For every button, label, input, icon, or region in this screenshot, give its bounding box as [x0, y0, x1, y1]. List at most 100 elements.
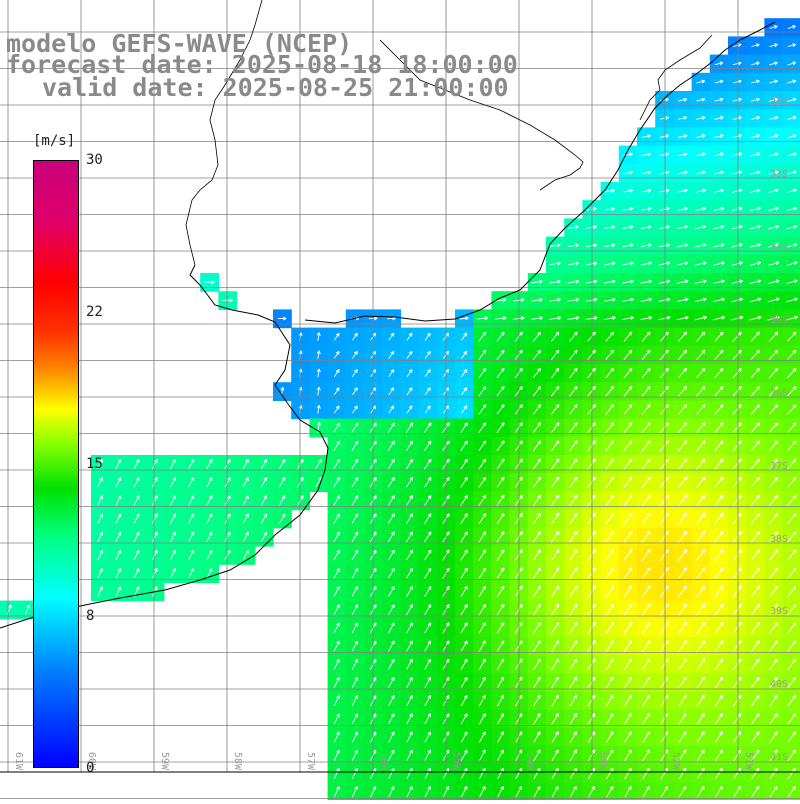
wind-arrow: [678, 731, 687, 743]
wind-arrow: [460, 495, 468, 506]
wind-arrow: [406, 713, 413, 725]
wind-arrow: [787, 494, 797, 506]
wind-arrow: [550, 476, 560, 488]
wind-arrow: [478, 494, 487, 506]
wind-arrow: [532, 349, 542, 360]
wind-arrow: [317, 421, 321, 434]
wind-arrow: [532, 549, 542, 561]
wind-arrow: [696, 367, 706, 379]
wind-arrow: [787, 43, 796, 48]
wind-arrow: [569, 567, 578, 580]
wind-arrow: [406, 531, 414, 543]
wind-arrow: [605, 422, 615, 434]
wind-arrow: [388, 350, 395, 359]
wind-arrow: [696, 585, 706, 598]
wind-arrow: [678, 767, 687, 780]
wind-arrow: [785, 279, 798, 285]
wind-arrow: [731, 243, 743, 248]
wind-arrow: [750, 621, 760, 634]
model-title: modelo GEFS-WAVE (NCEP): [6, 29, 353, 58]
wind-arrow: [677, 512, 688, 525]
wind-cell: [782, 782, 800, 802]
wind-arrow: [586, 225, 597, 230]
wind-arrow: [461, 332, 468, 341]
wind-arrow: [151, 513, 158, 524]
wind-arrow: [605, 640, 614, 653]
wind-arrow: [497, 767, 504, 780]
wind-arrow: [769, 622, 779, 634]
wind-arrow: [533, 694, 541, 707]
wind-arrow: [133, 586, 140, 597]
wind-arrow: [768, 567, 779, 579]
wind-arrow: [603, 297, 616, 302]
wind-arrow: [659, 349, 669, 360]
wind-arrow: [622, 225, 634, 230]
wind-arrow: [750, 404, 760, 415]
wind-arrow: [730, 315, 744, 321]
wind-arrow: [750, 386, 760, 397]
wind-arrow: [352, 387, 358, 396]
wind-arrow: [605, 512, 615, 525]
wind-arrow: [641, 440, 651, 452]
wind-arrows: [6, 25, 799, 798]
wind-arrow: [676, 279, 689, 284]
wind-arrow: [424, 387, 431, 396]
wind-arrow: [677, 494, 688, 507]
wind-arrow: [424, 767, 431, 780]
wind-arrow: [622, 243, 634, 248]
wind-arrow: [587, 440, 596, 452]
wind-arrow: [406, 767, 413, 780]
wind-arrow: [605, 530, 615, 543]
wind-arrow: [549, 243, 561, 248]
wind-arrow: [170, 568, 176, 579]
wind-arrow: [659, 440, 669, 452]
wind-arrow: [333, 640, 340, 652]
wind-arrow: [604, 225, 616, 230]
wind-arrow: [206, 458, 213, 470]
wind-arrow: [641, 458, 651, 470]
wind-arrow: [768, 206, 779, 212]
wind-arrow: [550, 422, 560, 434]
longitude-label: 52W: [670, 752, 681, 771]
wind-arrow: [567, 243, 579, 248]
wind-arrow: [333, 332, 340, 341]
wind-arrow: [496, 331, 505, 342]
wind-arrow: [714, 549, 724, 561]
wind-arrow: [714, 404, 724, 415]
wind-arrow: [260, 477, 268, 488]
wind-arrow: [659, 494, 669, 507]
wind-arrow: [751, 749, 760, 761]
wind-arrow: [750, 367, 760, 379]
wind-arrow: [333, 658, 340, 670]
wind-arrow: [768, 404, 779, 415]
wind-arrow: [550, 440, 560, 452]
wind-arrow: [787, 713, 796, 725]
wind-arrow: [587, 458, 596, 470]
wind-arrow: [478, 603, 487, 616]
wind-arrow: [387, 586, 395, 597]
wind-arrow: [531, 316, 543, 321]
wind-arrow: [641, 640, 651, 653]
colorbar-tick-0: 0: [86, 760, 95, 776]
wind-arrow: [496, 658, 505, 670]
wind-arrow: [695, 224, 707, 230]
wind-arrow: [749, 261, 762, 266]
wind-arrow: [333, 713, 340, 725]
wind-arrow: [658, 315, 671, 321]
wind-arrow: [387, 549, 395, 561]
wind-arrow: [406, 749, 413, 761]
wind-arrow: [460, 676, 468, 689]
wind-arrow: [715, 785, 723, 798]
wind-arrow: [787, 458, 797, 470]
wind-arrow: [206, 549, 213, 561]
wind-arrow: [586, 206, 597, 211]
wind-arrow: [732, 531, 742, 543]
wind-arrow: [242, 549, 249, 561]
wind-arrow: [623, 603, 633, 616]
wind-arrow: [496, 440, 505, 452]
wind-arrow: [496, 603, 505, 616]
wind-arrow: [622, 297, 634, 302]
wind-arrow: [406, 387, 413, 396]
wind-arrow: [714, 476, 724, 488]
wind-arrow: [605, 440, 615, 452]
